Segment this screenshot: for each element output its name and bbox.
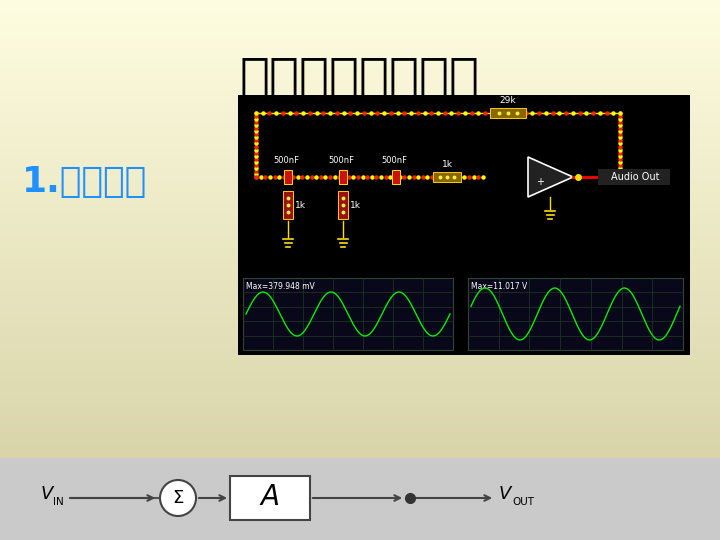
- Text: $\Sigma$: $\Sigma$: [172, 489, 184, 507]
- Bar: [0, 458, 720, 540]
- Text: $V$: $V$: [498, 485, 513, 503]
- Text: Max=11.017 V: Max=11.017 V: [471, 282, 527, 291]
- Text: IN: IN: [53, 497, 64, 507]
- Text: 500nF: 500nF: [273, 156, 299, 165]
- Text: 正弦波振荡器设计: 正弦波振荡器设计: [240, 54, 480, 102]
- Bar: [468, 278, 683, 350]
- Text: 1k: 1k: [441, 160, 452, 169]
- Bar: [490, 108, 526, 118]
- Bar: [284, 170, 292, 184]
- Circle shape: [160, 480, 196, 516]
- Bar: [338, 191, 348, 219]
- Text: A: A: [261, 483, 279, 511]
- Bar: [283, 191, 293, 219]
- Text: 1k: 1k: [350, 200, 361, 210]
- Bar: [238, 95, 690, 355]
- Text: 1k: 1k: [295, 200, 306, 210]
- Text: OUT: OUT: [512, 497, 534, 507]
- Bar: [392, 170, 400, 184]
- Text: Audio Out: Audio Out: [611, 172, 660, 182]
- Bar: [243, 278, 453, 350]
- Text: +: +: [536, 177, 544, 187]
- Bar: [230, 476, 310, 520]
- Text: 500nF: 500nF: [381, 156, 407, 165]
- Text: 29k: 29k: [500, 96, 516, 105]
- Bar: [433, 172, 461, 182]
- Text: 500nF: 500nF: [328, 156, 354, 165]
- Text: Max=379.948 mV: Max=379.948 mV: [246, 282, 315, 291]
- Bar: [598, 169, 670, 185]
- Text: 1.振荡条件: 1.振荡条件: [22, 165, 148, 199]
- Bar: [339, 170, 347, 184]
- Text: $V$: $V$: [40, 485, 55, 503]
- Polygon shape: [528, 157, 573, 197]
